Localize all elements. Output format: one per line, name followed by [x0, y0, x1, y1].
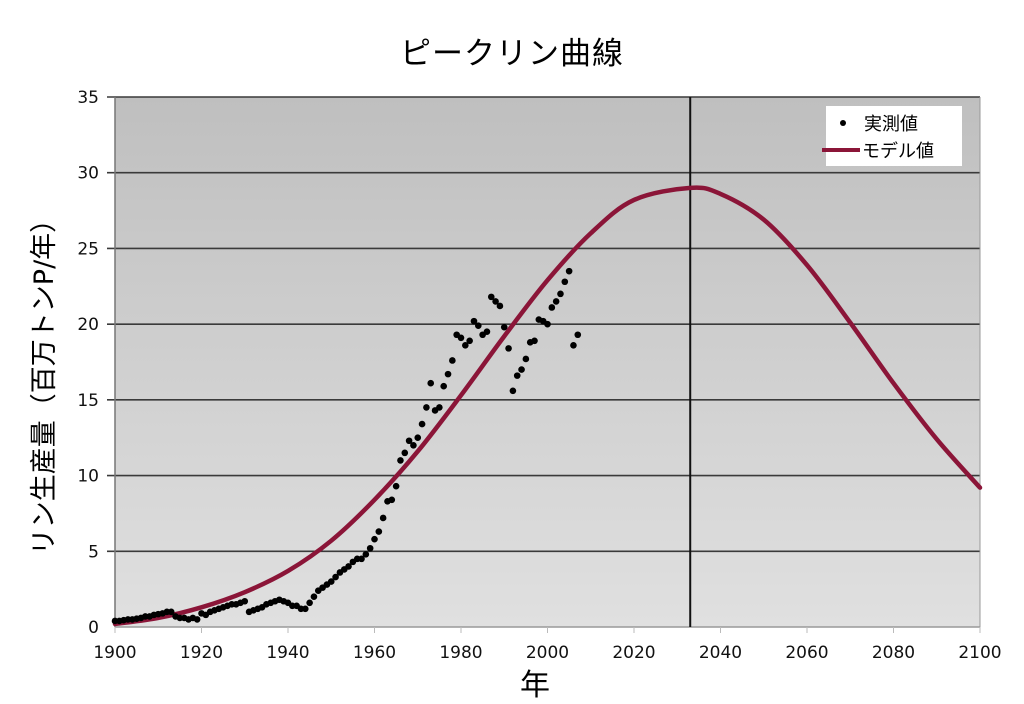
- data-point: [466, 337, 473, 345]
- x-tick-label: 2060: [785, 643, 828, 663]
- x-tick-label: 1980: [439, 643, 482, 663]
- x-tick-label: 1960: [353, 643, 396, 663]
- y-tick-label: 10: [77, 467, 99, 487]
- dot-marker-icon: [826, 120, 860, 126]
- observed-points: [111, 267, 582, 625]
- data-point: [332, 573, 339, 581]
- data-point: [366, 544, 374, 552]
- x-tick-label: 2040: [699, 643, 742, 663]
- data-point: [375, 528, 383, 535]
- data-point: [462, 342, 469, 349]
- legend-label-model: モデル値: [862, 141, 934, 162]
- y-tick-label: 5: [88, 542, 99, 562]
- data-point: [513, 372, 521, 379]
- legend-item-model: モデル値: [822, 137, 934, 163]
- data-point: [414, 434, 422, 442]
- x-tick-label: 2020: [612, 643, 655, 663]
- data-point: [496, 302, 504, 310]
- data-point: [241, 597, 249, 605]
- y-tick-label: 25: [77, 239, 99, 259]
- data-point: [401, 449, 409, 457]
- data-point: [302, 605, 309, 613]
- data-point: [423, 404, 430, 411]
- data-point: [436, 404, 443, 411]
- data-point: [388, 496, 396, 504]
- data-point: [574, 331, 582, 339]
- data-point: [457, 334, 465, 342]
- x-tick-label: 1940: [266, 643, 309, 663]
- data-point: [440, 382, 448, 390]
- data-point: [405, 437, 413, 445]
- tick-labels: 0 5 10 15 20 25 30 35 1900 1920 1940 1960 1980 2000 20…: [77, 88, 1001, 663]
- data-point: [509, 387, 517, 395]
- data-point: [522, 355, 530, 363]
- data-point: [379, 514, 387, 522]
- axes: [114, 97, 981, 633]
- data-point: [410, 441, 417, 449]
- x-tick-label: 2000: [526, 643, 569, 663]
- data-point: [570, 342, 577, 349]
- y-tick-label: 20: [77, 315, 99, 335]
- data-point: [449, 357, 456, 364]
- data-point: [392, 482, 400, 490]
- data-point: [418, 420, 426, 428]
- data-point: [487, 293, 495, 301]
- line-marker-icon: [822, 148, 860, 152]
- data-point: [371, 535, 378, 543]
- data-point: [500, 323, 508, 331]
- x-tick-label: 2100: [958, 643, 1001, 663]
- legend-item-observed: 実測値: [826, 110, 918, 136]
- y-tick-label: 15: [77, 391, 99, 411]
- data-point: [193, 616, 201, 623]
- data-point: [362, 551, 370, 558]
- data-point: [505, 345, 512, 352]
- y-tick-label: 35: [77, 88, 99, 108]
- data-point: [327, 578, 335, 585]
- y-tick-label: 30: [77, 164, 99, 184]
- data-point: [561, 278, 569, 286]
- data-point: [310, 593, 318, 601]
- x-tick-label: 2080: [872, 643, 915, 663]
- data-point: [427, 379, 435, 387]
- data-point: [358, 555, 365, 563]
- data-point: [531, 337, 538, 345]
- data-point: [557, 290, 564, 298]
- data-point: [552, 298, 560, 305]
- x-tick-label: 1900: [93, 643, 136, 663]
- data-point: [475, 322, 482, 329]
- data-point: [518, 366, 525, 373]
- gridlines: [107, 96, 980, 553]
- data-point: [548, 304, 556, 311]
- y-tick-label: 0: [88, 618, 99, 638]
- data-point: [167, 608, 175, 616]
- data-point: [483, 328, 491, 336]
- data-point: [544, 320, 551, 328]
- data-point: [565, 267, 573, 275]
- legend: 実測値 モデル値: [822, 106, 962, 166]
- data-point: [306, 599, 313, 607]
- data-point: [345, 563, 352, 570]
- data-point: [444, 370, 452, 378]
- x-tick-label: 1920: [180, 643, 223, 663]
- plot-area: [115, 97, 980, 627]
- data-point: [397, 457, 404, 464]
- chart-title: ピークリン曲線: [400, 36, 624, 72]
- model-curve: [112, 185, 983, 627]
- data-point: [470, 317, 478, 325]
- data-point: [492, 298, 499, 305]
- legend-label-observed: 実測値: [864, 114, 918, 135]
